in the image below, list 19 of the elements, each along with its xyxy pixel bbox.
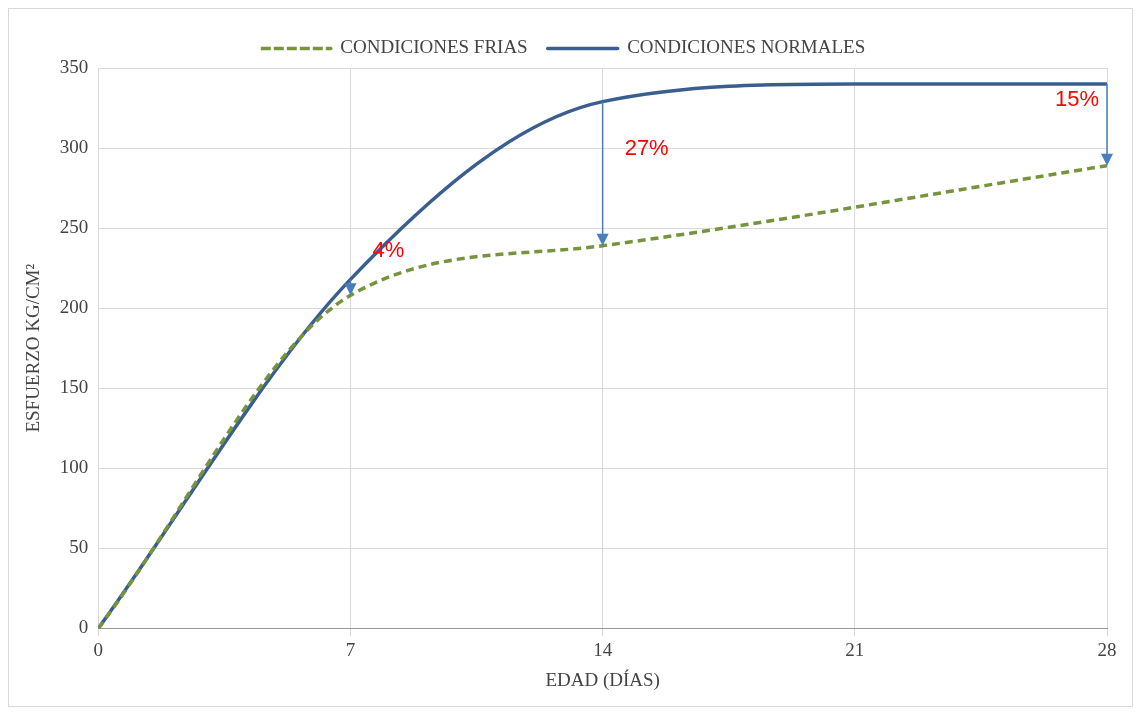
legend-label: CONDICIONES FRIAS (340, 36, 528, 58)
x-tick-label: 7 (345, 638, 356, 660)
y-tick-label: 100 (59, 456, 89, 478)
x-tick-label: 14 (593, 638, 613, 660)
y-tick-label: 150 (59, 376, 89, 398)
y-tick-label: 0 (78, 616, 89, 638)
y-tick-label: 300 (59, 136, 89, 158)
y-tick-label: 200 (59, 296, 89, 318)
x-tick-label: 28 (1097, 638, 1117, 660)
legend-label: CONDICIONES NORMALES (627, 36, 866, 58)
x-tick-label: 0 (93, 638, 104, 660)
annotation: 27% (624, 134, 669, 160)
y-tick-label: 350 (59, 55, 89, 77)
y-tick-label: 250 (59, 216, 89, 238)
x-axis-title: EDAD (DÍAS) (545, 668, 660, 691)
y-axis-title: ESFUERZO KG/CM² (22, 263, 44, 433)
x-tick-label: 21 (845, 638, 865, 660)
y-tick-label: 50 (69, 536, 89, 558)
annotation: 15% (1054, 85, 1099, 111)
